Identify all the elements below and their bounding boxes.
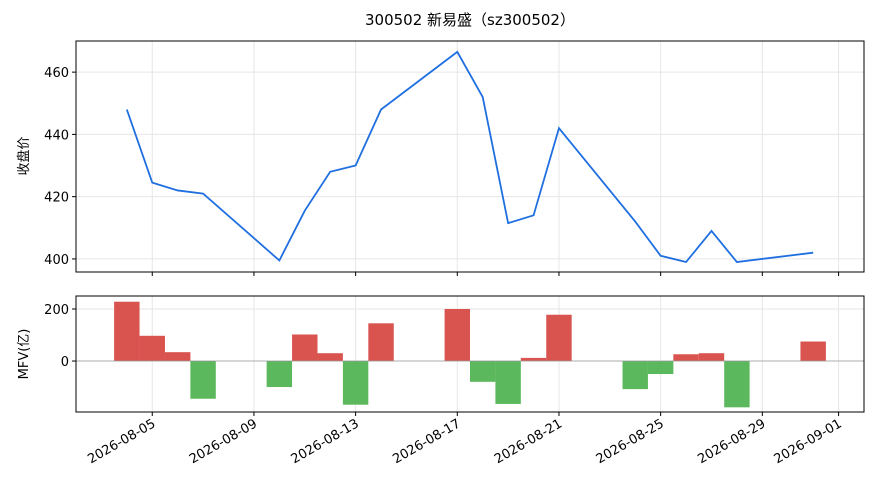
bar <box>139 335 165 362</box>
bar <box>800 341 826 362</box>
bar <box>673 354 699 362</box>
y-axis-label: 收盘价 <box>16 136 32 175</box>
x-tick-label: 2026-09-01 <box>772 416 845 467</box>
bar <box>317 353 343 362</box>
bar <box>368 323 394 362</box>
bar <box>190 361 216 399</box>
plot-frame <box>75 40 865 273</box>
y-tick-label: 200 <box>44 303 69 318</box>
bar <box>698 353 725 362</box>
y-tick-label: 440 <box>44 128 69 143</box>
y-tick-label: 400 <box>44 253 69 268</box>
y-tick-label: 420 <box>44 191 69 206</box>
x-tick-label: 2026-08-25 <box>594 416 667 467</box>
x-tick-label: 2026-08-17 <box>390 416 463 467</box>
x-tick-label: 2026-08-09 <box>187 416 260 467</box>
x-tick-label: 2026-08-05 <box>85 416 158 467</box>
bar <box>164 352 191 362</box>
x-tick-label: 2026-08-21 <box>492 416 565 467</box>
bar <box>114 301 140 362</box>
price-line <box>125 50 814 264</box>
bar <box>266 361 293 388</box>
plot-frame <box>75 295 865 413</box>
x-tick-label: 2026-08-13 <box>289 416 362 467</box>
bar <box>724 361 750 408</box>
x-tick-label: 2026-08-29 <box>695 416 768 467</box>
bar <box>622 361 648 390</box>
y-axis-label: MFV(亿) <box>17 329 32 380</box>
bar <box>292 334 318 362</box>
bar <box>647 361 674 375</box>
bar <box>546 314 572 362</box>
chart-title: 300502 新易盛（sz300502） <box>365 11 575 29</box>
bar <box>470 361 496 382</box>
bar <box>342 361 369 405</box>
bar <box>495 361 521 404</box>
bar <box>444 309 470 362</box>
bar <box>520 357 547 362</box>
y-tick-label: 460 <box>44 66 69 81</box>
y-tick-label: 0 <box>61 355 69 370</box>
